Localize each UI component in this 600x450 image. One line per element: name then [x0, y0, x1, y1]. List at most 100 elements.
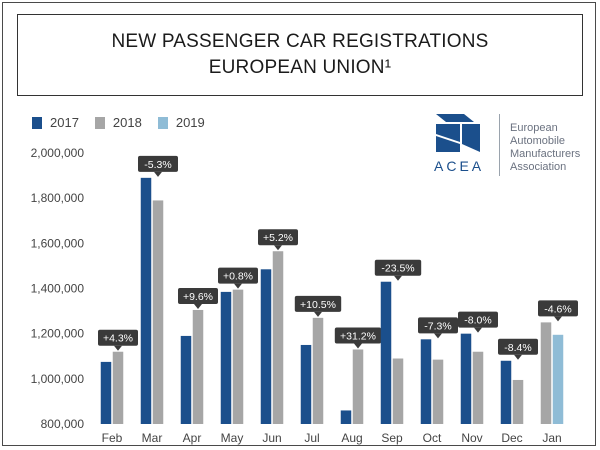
annotation-label: -23.5%	[381, 263, 414, 275]
y-tick-label: 1,000,000	[31, 372, 85, 386]
bar-2017	[500, 360, 512, 424]
annotation-box	[178, 287, 218, 304]
bar-2018	[272, 251, 284, 424]
annotation-box	[538, 300, 578, 317]
bar-2018	[312, 317, 324, 424]
bar-2017	[100, 361, 112, 424]
x-tick-label: Mar	[142, 431, 163, 445]
chart-title-box: NEW PASSENGER CAR REGISTRATIONS EUROPEAN…	[17, 14, 583, 96]
x-tick-label: Aug	[341, 431, 362, 445]
bar-2018	[152, 200, 164, 424]
legend-swatch-2019	[157, 116, 168, 129]
bar-2018	[352, 349, 364, 424]
x-tick-label: May	[221, 431, 244, 445]
chart-title-line-2: EUROPEAN UNION¹	[208, 57, 392, 78]
annotation-pointer	[354, 343, 362, 349]
bar-2018	[540, 322, 552, 424]
x-tick-label: Jul	[304, 431, 319, 445]
bar-2018	[232, 289, 244, 424]
annotation-pointer	[474, 327, 482, 333]
acea-logo-name-line: Automobile	[510, 135, 566, 147]
x-tick-label: Dec	[501, 431, 522, 445]
annotation-label: +31.2%	[340, 330, 376, 342]
annotation-pointer	[514, 354, 522, 360]
legend-label-2017: 2017	[50, 115, 79, 130]
acea-logo-acronym: ACEA	[434, 158, 485, 174]
acea-logo-name-line: Manufacturers	[510, 148, 581, 160]
acea-logo-mark-icon	[436, 114, 480, 152]
bar-2017	[300, 344, 312, 424]
annotation-box	[458, 311, 498, 328]
bar-2017	[140, 177, 152, 424]
annotation-pointer	[314, 311, 322, 317]
y-tick-label: 1,600,000	[31, 236, 85, 250]
annotation-label: -4.6%	[544, 303, 571, 315]
annotation-pointer	[274, 245, 282, 251]
bar-2017	[220, 291, 232, 424]
acea-logo-divider	[499, 114, 500, 176]
legend-item-2018: 2018	[94, 115, 142, 130]
acea-logo: ACEA European Automobile Manufacturers A…	[434, 112, 594, 182]
acea-logo-name-line: European	[510, 122, 558, 134]
bar-2018	[192, 309, 204, 424]
acea-logo-name-line: Association	[510, 161, 567, 173]
annotation-pointer	[394, 275, 402, 281]
annotation-box	[138, 155, 178, 172]
annotation-pointer	[114, 345, 122, 351]
annotation-label: +4.3%	[103, 333, 133, 345]
bar-2018	[432, 359, 444, 424]
annotation-box	[498, 338, 538, 355]
annotation-label: -5.3%	[144, 159, 171, 171]
bar-2018	[392, 358, 404, 424]
annotation-box	[294, 295, 342, 312]
legend-label-2018: 2018	[112, 115, 142, 130]
bar-2017	[340, 410, 352, 424]
x-tick-label: Feb	[102, 431, 123, 445]
y-tick-label: 800,000	[41, 417, 85, 431]
annotation-box	[334, 327, 382, 344]
annotation-label: +9.6%	[183, 291, 213, 303]
y-tick-label: 1,200,000	[31, 327, 85, 341]
annotation-pointer	[234, 283, 242, 289]
chart-title-line-1: NEW PASSENGER CAR REGISTRATIONS	[111, 31, 489, 52]
annotation-box	[218, 267, 258, 284]
bar-2017	[260, 269, 272, 424]
bar-2018	[512, 379, 524, 424]
bar-2017	[460, 333, 472, 424]
bar-2018	[112, 351, 124, 424]
annotation-label: +0.8%	[223, 271, 253, 283]
annotation-box	[258, 229, 298, 246]
legend-swatch-2017	[32, 116, 42, 129]
annotation-pointer	[434, 333, 442, 339]
annotation-box	[98, 329, 138, 346]
annotation-label: -8.0%	[464, 315, 491, 327]
annotation-pointer	[554, 316, 562, 322]
legend-item-2017: 2017	[32, 115, 79, 130]
bar-2018	[472, 351, 484, 424]
bar-2019	[552, 334, 564, 424]
annotation-pointer	[194, 303, 202, 309]
x-tick-label: Oct	[423, 431, 442, 445]
bar-2017	[420, 339, 432, 424]
x-tick-label: Jan	[542, 431, 561, 445]
bar-2017	[380, 281, 392, 424]
legend-label-2019: 2019	[175, 115, 205, 130]
legend: 2017 2018 2019	[32, 115, 221, 130]
acea-logo-name: European Automobile Manufacturers Associ…	[510, 122, 600, 174]
x-tick-label: Apr	[183, 431, 202, 445]
annotation-label: +5.2%	[263, 232, 293, 244]
y-tick-label: 2,000,000	[31, 146, 85, 160]
x-tick-label: Sep	[381, 431, 403, 445]
legend-swatch-2018	[94, 116, 105, 129]
annotation-label: -8.4%	[504, 342, 531, 354]
y-tick-label: 1,400,000	[31, 282, 85, 296]
annotation-label: +10.5%	[300, 299, 336, 311]
annotation-box	[418, 317, 458, 334]
x-tick-label: Nov	[461, 431, 482, 445]
figure-frame	[2, 2, 596, 446]
x-tick-label: Jun	[262, 431, 281, 445]
y-tick-label: 1,800,000	[31, 191, 85, 205]
annotation-box	[374, 259, 422, 276]
annotation-pointer	[154, 171, 162, 177]
